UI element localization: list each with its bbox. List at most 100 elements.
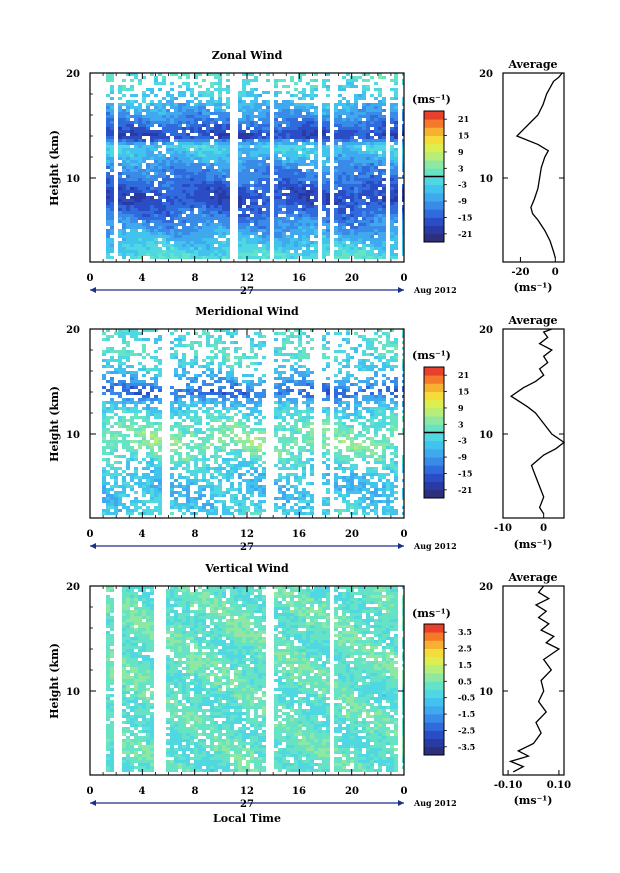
- heatmap-cell: [390, 154, 394, 157]
- heatmap-cell: [178, 223, 182, 226]
- heatmap-cell: [322, 145, 326, 148]
- heatmap-cell: [354, 109, 358, 112]
- heatmap-cell: [254, 79, 258, 82]
- heatmap-cell: [158, 211, 162, 214]
- heatmap-cell: [186, 461, 190, 464]
- heatmap-cell: [142, 398, 146, 401]
- heatmap-cell: [150, 181, 154, 184]
- heatmap-cell: [258, 238, 262, 241]
- heatmap-cell: [110, 208, 114, 211]
- heatmap-cell: [302, 253, 306, 256]
- heatmap-cell: [114, 455, 118, 458]
- heatmap-cell: [122, 79, 126, 82]
- heatmap-cell: [366, 118, 370, 121]
- heatmap-cell: [258, 250, 262, 253]
- heatmap-cell: [194, 419, 198, 422]
- heatmap-cell: [226, 253, 230, 256]
- heatmap-cell: [242, 163, 246, 166]
- heatmap-cell: [254, 181, 258, 184]
- heatmap-cell: [214, 208, 218, 211]
- heatmap-cell: [262, 172, 266, 175]
- heatmap-cell: [166, 163, 170, 166]
- heatmap-cell: [122, 371, 126, 374]
- heatmap-cell: [370, 160, 374, 163]
- heatmap-cell: [122, 476, 126, 479]
- heatmap-cell: [194, 377, 198, 380]
- heatmap-cell: [378, 139, 382, 142]
- heatmap-cell: [226, 106, 230, 109]
- heatmap-cell: [106, 362, 110, 365]
- heatmap-cell: [222, 473, 226, 476]
- heatmap-cell: [150, 413, 154, 416]
- heatmap-cell: [346, 148, 350, 151]
- heatmap-cell: [202, 79, 206, 82]
- heatmap-cell: [238, 124, 242, 127]
- heatmap-cell: [134, 163, 138, 166]
- heatmap-cell: [322, 124, 326, 127]
- heatmap-cell: [354, 121, 358, 124]
- heatmap-cell: [306, 211, 310, 214]
- heatmap-cell: [134, 473, 138, 476]
- heatmap-cell: [134, 470, 138, 473]
- heatmap-cell: [342, 118, 346, 121]
- heatmap-cell: [118, 491, 122, 494]
- heatmap-cell: [206, 407, 210, 410]
- heatmap-cell: [202, 184, 206, 187]
- heatmap-cell: [226, 365, 230, 368]
- heatmap-cell: [190, 106, 194, 109]
- heatmap-cell: [382, 247, 386, 250]
- heatmap-cell: [122, 374, 126, 377]
- heatmap-cell: [182, 166, 186, 169]
- heatmap-cell: [194, 130, 198, 133]
- heatmap-cell: [154, 79, 158, 82]
- heatmap-cell: [342, 208, 346, 211]
- heatmap-cell: [302, 217, 306, 220]
- heatmap-cell: [390, 229, 394, 232]
- heatmap-cell: [110, 157, 114, 160]
- heatmap-cell: [370, 118, 374, 121]
- heatmap-cell: [294, 244, 298, 247]
- heatmap-cell: [266, 133, 270, 136]
- heatmap-cell: [222, 109, 226, 112]
- heatmap-cell: [218, 335, 222, 338]
- heatmap-cell: [366, 211, 370, 214]
- heatmap-cell: [126, 142, 130, 145]
- heatmap-cell: [326, 109, 330, 112]
- heatmap-cell: [242, 458, 246, 461]
- heatmap-cell: [218, 244, 222, 247]
- heatmap-cell: [214, 214, 218, 217]
- heatmap-cell: [218, 160, 222, 163]
- heatmap-cell: [358, 241, 362, 244]
- heatmap-cell: [126, 184, 130, 187]
- heatmap-cell: [250, 199, 254, 202]
- heatmap-cell: [222, 461, 226, 464]
- heatmap-cell: [314, 223, 318, 226]
- heatmap-cell: [106, 461, 110, 464]
- heatmap-cell: [394, 154, 398, 157]
- heatmap-cell: [118, 151, 122, 154]
- heatmap-cell: [122, 208, 126, 211]
- heatmap-cell: [278, 211, 282, 214]
- heatmap-cell: [238, 217, 242, 220]
- heatmap-cell: [334, 217, 338, 220]
- heatmap-cell: [334, 139, 338, 142]
- heatmap-cell: [182, 374, 186, 377]
- heatmap-cell: [226, 73, 230, 76]
- heatmap-cell: [138, 425, 142, 428]
- heatmap-cell: [230, 500, 234, 503]
- heatmap-cell: [118, 193, 122, 196]
- heatmap-cell: [366, 169, 370, 172]
- heatmap-cell: [206, 196, 210, 199]
- heatmap-cell: [154, 109, 158, 112]
- heatmap-cell: [234, 356, 238, 359]
- heatmap-cell: [362, 133, 366, 136]
- heatmap-cell: [314, 157, 318, 160]
- heatmap-cell: [210, 509, 214, 512]
- heatmap-cell: [114, 413, 118, 416]
- heatmap-cell: [174, 157, 178, 160]
- heatmap-cell: [174, 425, 178, 428]
- heatmap-cell: [354, 196, 358, 199]
- heatmap-cell: [170, 247, 174, 250]
- heatmap-cell: [206, 100, 210, 103]
- heatmap-cell: [146, 425, 150, 428]
